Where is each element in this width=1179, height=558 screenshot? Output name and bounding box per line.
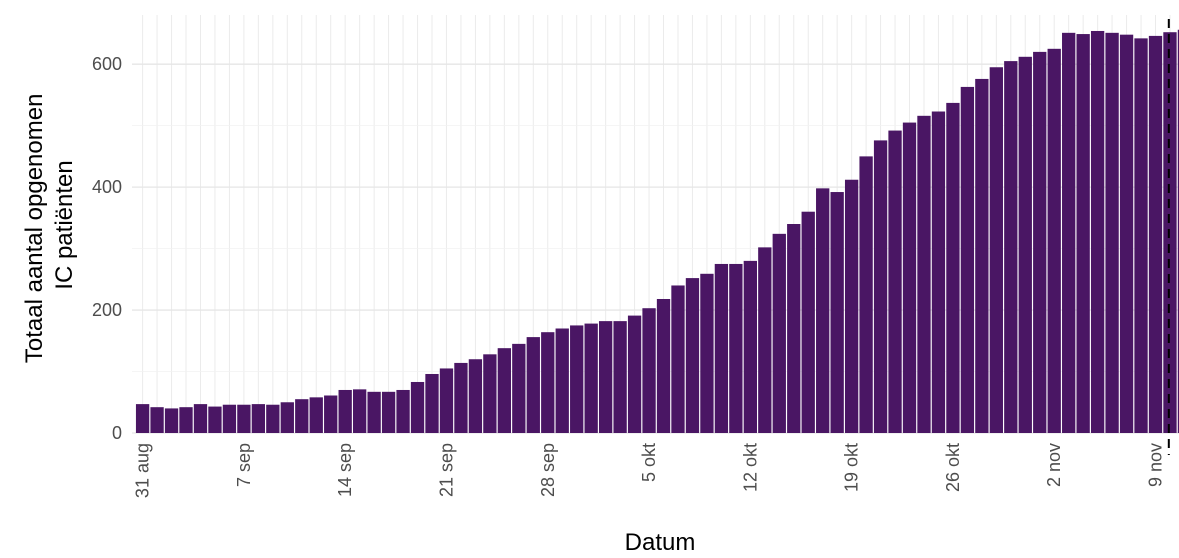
bar xyxy=(1119,34,1134,433)
x-tick-label: 14 sep xyxy=(335,443,355,497)
bar xyxy=(338,389,352,433)
bar xyxy=(1134,38,1148,433)
x-tick-label: 26 okt xyxy=(943,443,963,492)
bar xyxy=(642,308,656,433)
bar xyxy=(135,404,150,433)
bar xyxy=(396,389,410,433)
y-axis-title: Totaal aantal opgenomen IC patiënten xyxy=(21,87,78,363)
bar xyxy=(917,115,931,433)
bar xyxy=(873,140,888,433)
bar xyxy=(758,247,772,433)
x-tick-label: 9 nov xyxy=(1146,443,1166,487)
bar xyxy=(1076,34,1090,434)
y-axis-ticks: 0 200 400 600 xyxy=(92,54,122,443)
bar xyxy=(468,359,483,433)
bar xyxy=(960,86,975,433)
bar xyxy=(1004,61,1018,434)
bar xyxy=(1148,35,1163,434)
y-tick-label: 600 xyxy=(92,54,122,74)
bars xyxy=(135,29,1179,434)
bar xyxy=(1177,29,1179,434)
y-tick-label: 200 xyxy=(92,300,122,320)
bar xyxy=(598,321,613,433)
bar xyxy=(816,188,830,433)
bar xyxy=(1090,30,1105,433)
bar xyxy=(946,102,960,433)
bar xyxy=(309,397,323,433)
x-axis-title: Datum xyxy=(625,529,696,556)
bar xyxy=(555,328,569,433)
bar xyxy=(1033,51,1047,433)
x-tick-label: 19 okt xyxy=(842,443,862,492)
bar xyxy=(222,404,237,433)
bar xyxy=(1163,32,1177,434)
bar xyxy=(179,407,193,433)
bar xyxy=(1062,32,1076,433)
bar xyxy=(193,404,208,433)
bar xyxy=(772,233,786,433)
x-tick-label: 2 nov xyxy=(1044,443,1064,487)
bar xyxy=(425,373,439,433)
bar xyxy=(656,298,671,433)
bar xyxy=(381,391,396,433)
bar xyxy=(410,381,425,433)
bar xyxy=(714,263,729,433)
bar xyxy=(584,323,598,433)
bar xyxy=(483,354,497,433)
bar xyxy=(830,192,844,433)
bar xyxy=(266,404,280,433)
bar xyxy=(902,122,917,433)
bar xyxy=(743,260,757,433)
bar xyxy=(859,156,873,433)
bar xyxy=(671,285,685,433)
bar xyxy=(975,78,989,433)
bar xyxy=(439,368,454,433)
bar xyxy=(931,111,946,434)
y-tick-label: 400 xyxy=(92,177,122,197)
x-axis-ticks: 31 aug 7 sep 14 sep 21 sep 28 sep 5 okt 12 okt… xyxy=(133,443,1166,498)
x-tick-label: 5 okt xyxy=(639,443,659,482)
bar xyxy=(989,67,1003,433)
bar xyxy=(526,337,540,433)
bar xyxy=(295,399,309,433)
bar xyxy=(497,348,512,433)
bar xyxy=(164,408,179,433)
bar xyxy=(787,224,801,433)
bar xyxy=(685,278,700,433)
x-tick-label: 21 sep xyxy=(436,443,456,497)
bar xyxy=(888,130,902,434)
x-tick-label: 31 aug xyxy=(133,443,153,498)
bar xyxy=(324,395,338,433)
bar xyxy=(454,362,468,433)
bar xyxy=(844,179,859,433)
bar xyxy=(280,402,294,433)
bar xyxy=(541,332,555,433)
bar xyxy=(1047,48,1061,433)
bar xyxy=(208,406,222,433)
bar xyxy=(570,325,584,433)
y-tick-label: 0 xyxy=(112,423,122,443)
bar xyxy=(1018,56,1032,434)
bar xyxy=(352,389,367,433)
bar xyxy=(367,391,381,433)
x-tick-label: 7 sep xyxy=(234,443,254,487)
bar xyxy=(251,404,266,433)
bar xyxy=(512,343,526,433)
y-axis-title-line-2: IC patiënten xyxy=(51,160,78,289)
y-axis-title-line-1: Totaal aantal opgenomen xyxy=(21,94,48,364)
bar xyxy=(729,263,743,433)
x-tick-label: 12 okt xyxy=(740,443,760,492)
bar xyxy=(237,404,251,433)
bar xyxy=(700,273,714,433)
bar xyxy=(150,407,164,433)
bar xyxy=(613,321,627,433)
bar xyxy=(627,315,642,433)
x-tick-label: 28 sep xyxy=(538,443,558,497)
bar xyxy=(1105,32,1119,433)
bar xyxy=(801,211,815,433)
